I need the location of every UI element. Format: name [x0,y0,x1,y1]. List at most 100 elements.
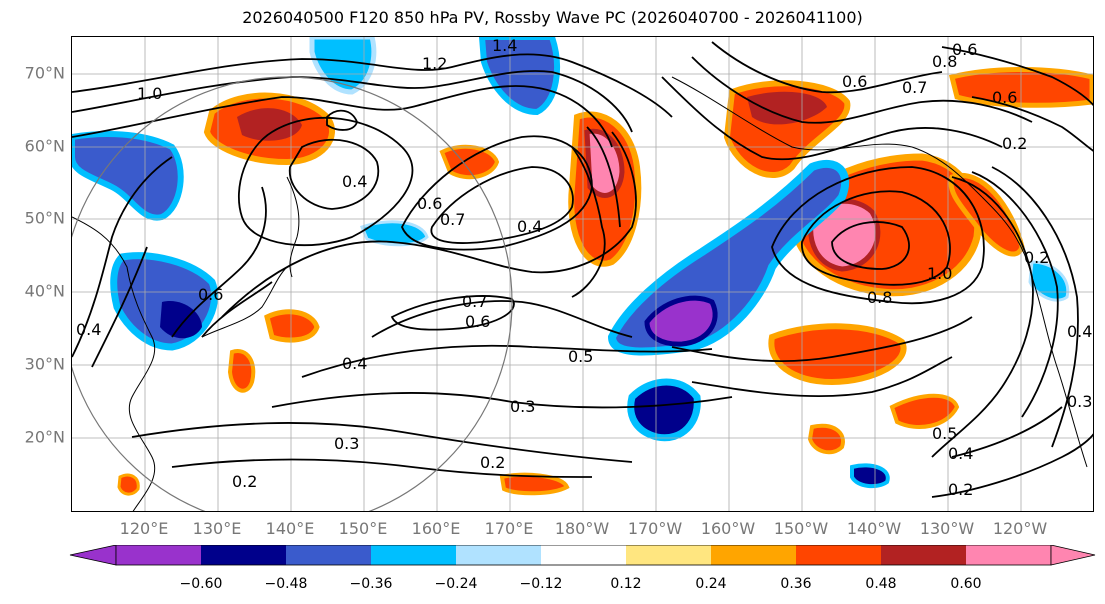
colorbar-tick: −0.12 [519,576,563,592]
contour-line [91,246,148,368]
contour-label: 0.5 [932,424,957,443]
contour-line [371,300,633,338]
contour-line [931,433,1093,498]
contour-line [221,131,637,318]
contour-label: 0.2 [1002,134,1027,153]
lon-label-120e: 120°E [119,519,169,538]
contour-line [171,458,593,478]
coastline-kamchatka [286,176,300,278]
contour-line [301,344,713,378]
colorbar-max-arrow [1050,545,1096,566]
colorbar-segment [711,545,796,565]
contour-label: 0.6 [198,285,223,304]
colorbar-segment [881,545,966,565]
contour-label: 0.3 [1067,392,1092,411]
contour-line [271,392,733,409]
anomaly-negative [850,463,890,489]
contour-label: 0.2 [480,453,505,472]
colorbar-segment [116,545,201,565]
coastline-japan [201,266,288,338]
contour-label: 0.4 [342,172,367,191]
lat-label-60n: 60°N [24,136,65,156]
lon-label-130e: 130°E [192,519,242,538]
contour-line [941,46,1093,107]
contour-label: 0.3 [334,434,359,453]
contour-line [771,166,985,305]
contour-label: 0.4 [342,354,367,373]
anomaly-positive [889,393,960,429]
contour-line [390,295,515,331]
anomaly-negative [160,301,202,339]
colorbar-tick: −0.60 [179,576,223,592]
colorbar [69,545,1096,566]
lon-label-160w: 160°W [700,519,756,538]
colorbar-tick: −0.48 [264,576,308,592]
contour-label: 0.6 [417,194,442,213]
colorbar-segment [966,545,1051,565]
anomaly-positive [227,349,256,393]
contour-label: 0.8 [932,52,957,71]
lon-label-150e: 150°E [338,519,388,538]
anomaly-positive [237,108,302,141]
contour-line [931,176,1034,458]
contour-line [661,76,1003,161]
contour-label: 1.0 [927,264,952,283]
contour-label: 0.4 [517,217,542,236]
lat-label-70n: 70°N [24,63,65,83]
contour-label: 0.4 [948,444,973,463]
lon-label-150w: 150°W [773,519,829,538]
map-panel: 1.4 1.2 1.0 0.6 0.8 0.6 0.7 0.6 0.2 0.4 … [71,36,1094,512]
contour-label: 0.3 [510,397,535,416]
anomaly-positive [807,423,845,455]
contour-label: 1.2 [422,54,447,73]
lon-label-170e: 170°E [484,519,534,538]
contour-line [971,171,1059,418]
contour-label: 0.6 [952,40,977,59]
anomaly-positive [439,144,500,180]
colorbar-segment [796,545,881,565]
contour-line [288,138,380,210]
anomaly-positive [499,472,570,496]
contour-line [201,281,273,338]
contour-label: 0.6 [465,312,490,331]
lat-label-20n: 20°N [24,427,65,447]
contour-line [691,56,1033,124]
contour-label: 0.6 [842,72,867,91]
coastline-alaska [671,76,983,198]
colorbar-segment [541,545,626,565]
colorbar-tick: −0.24 [434,576,478,592]
colorbar-segment [626,545,711,565]
contour-line [671,316,973,363]
lon-label-140w: 140°W [846,519,902,538]
colorbar-tick: 0.60 [950,576,982,592]
contour-line [991,166,1079,448]
contour-line [951,406,1063,458]
contour-line [586,126,621,228]
colorbar-tick: 0.12 [610,576,642,592]
colorbar-tick: 0.48 [865,576,897,592]
contour-label: 0.2 [232,472,257,491]
coastline-asia [72,216,156,511]
anomaly-positive [117,473,140,496]
colorbar-segment [371,545,456,565]
contour-line [72,156,173,358]
contour-line [801,190,951,286]
coastlines [72,76,1088,511]
contour-label: 0.4 [76,320,101,339]
contour-label: 0.8 [867,288,892,307]
plot-title: 2026040500 F120 850 hPa PV, Rossby Wave … [242,8,863,27]
contour-line [971,96,1093,152]
lon-label-130w: 130°W [919,519,975,538]
colorbar-segment [456,545,541,565]
contour-line [72,53,673,118]
contour-line [326,109,358,131]
lon-label-160e: 160°E [411,519,461,538]
colorbar-min-arrow [69,545,117,566]
contour-label: 0.2 [1024,248,1049,267]
colorbar-segment [286,545,371,565]
contour-label: 0.7 [440,210,465,229]
anomaly-positive [768,323,907,386]
lat-label-40n: 40°N [24,281,65,301]
contour-line [691,356,953,398]
contour-label: 0.5 [568,347,593,366]
